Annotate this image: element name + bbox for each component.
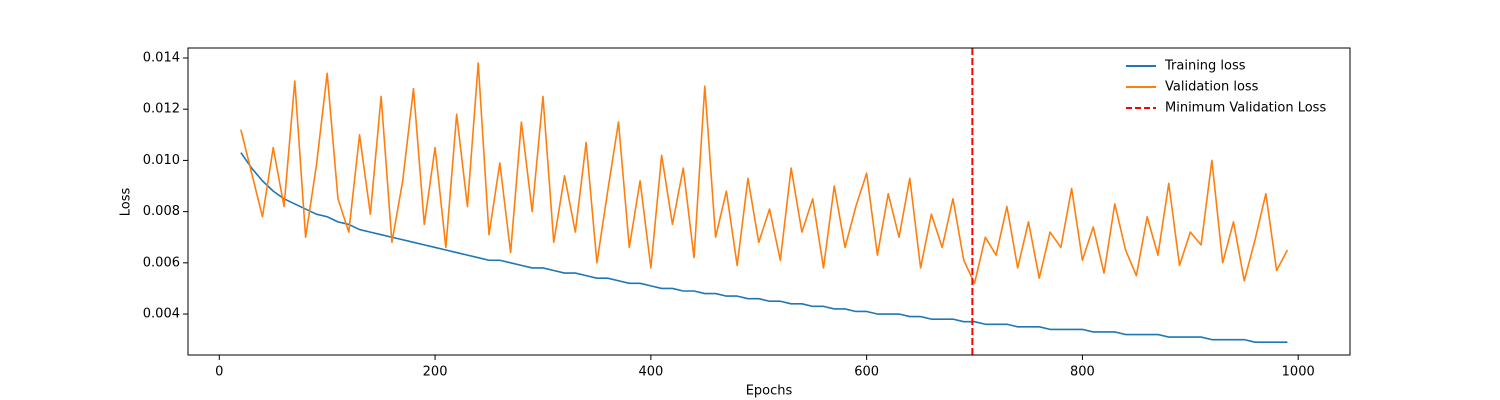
y-tick-label: 0.006 bbox=[143, 255, 180, 270]
y-tick-label: 0.010 bbox=[143, 153, 180, 168]
x-tick-label: 200 bbox=[423, 365, 448, 380]
x-tick-label: 400 bbox=[638, 365, 663, 380]
y-tick-label: 0.014 bbox=[143, 50, 180, 65]
line-series bbox=[240, 152, 1288, 343]
x-tick-label: 600 bbox=[854, 365, 879, 380]
y-tick-label: 0.004 bbox=[143, 307, 180, 322]
y-axis-label: Loss bbox=[119, 188, 134, 217]
legend-label: Training loss bbox=[1164, 59, 1246, 74]
x-tick-label: 0 bbox=[215, 365, 223, 380]
x-tick-label: 1000 bbox=[1282, 365, 1315, 380]
y-tick-label: 0.008 bbox=[143, 204, 180, 219]
axes-frame bbox=[187, 47, 1351, 356]
x-axis-label: Epochs bbox=[746, 384, 793, 399]
legend-label: Minimum Validation Loss bbox=[1165, 101, 1326, 116]
x-tick-label: 800 bbox=[1070, 365, 1095, 380]
line-series bbox=[240, 62, 1289, 285]
legend-label: Validation loss bbox=[1165, 80, 1259, 95]
y-tick-label: 0.012 bbox=[143, 102, 180, 117]
